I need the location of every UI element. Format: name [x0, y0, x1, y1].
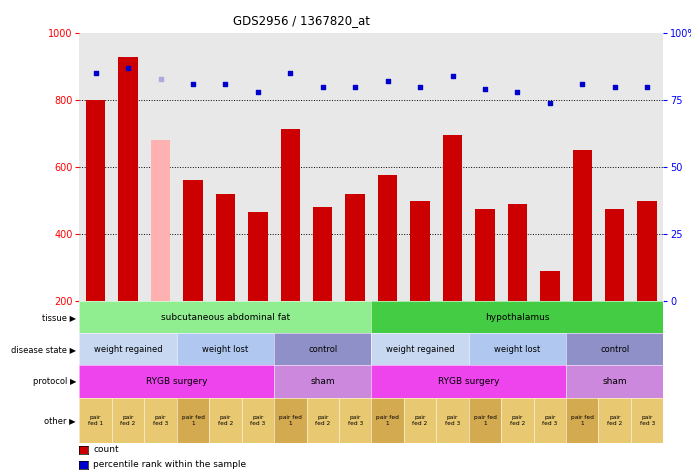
Bar [216, 194, 235, 368]
Text: sham: sham [603, 377, 627, 386]
Point [577, 80, 588, 88]
Text: other ▶: other ▶ [44, 416, 76, 425]
Text: control: control [600, 345, 630, 354]
Text: pair fed
1: pair fed 1 [376, 415, 399, 426]
Text: pair
fed 3: pair fed 3 [639, 415, 655, 426]
Text: weight lost: weight lost [494, 345, 540, 354]
Text: RYGB surgery: RYGB surgery [146, 377, 207, 386]
Text: pair
fed 3: pair fed 3 [250, 415, 265, 426]
Point [609, 83, 621, 91]
Point [447, 72, 458, 80]
Bar [508, 204, 527, 368]
Text: subcutaneous abdominal fat: subcutaneous abdominal fat [161, 313, 290, 321]
Point [415, 83, 426, 91]
Text: pair
fed 3: pair fed 3 [348, 415, 363, 426]
Bar [573, 150, 592, 368]
Text: pair
fed 2: pair fed 2 [218, 415, 233, 426]
Bar [183, 181, 202, 368]
Bar [281, 128, 300, 368]
Text: pair
fed 3: pair fed 3 [542, 415, 558, 426]
Text: pair fed
1: pair fed 1 [571, 415, 594, 426]
Text: tissue ▶: tissue ▶ [42, 313, 76, 321]
Bar [151, 140, 170, 368]
Point [317, 83, 328, 91]
Point [252, 88, 263, 96]
Bar [605, 209, 625, 368]
Point [382, 78, 393, 85]
Text: percentile rank within the sample: percentile rank within the sample [93, 461, 247, 469]
Text: pair
fed 3: pair fed 3 [153, 415, 168, 426]
Text: disease state ▶: disease state ▶ [11, 345, 76, 354]
Point [350, 83, 361, 91]
Text: pair
fed 2: pair fed 2 [510, 415, 525, 426]
Bar [248, 212, 267, 368]
Text: GDS2956 / 1367820_at: GDS2956 / 1367820_at [233, 14, 370, 27]
Bar [540, 271, 560, 368]
Text: weight lost: weight lost [202, 345, 249, 354]
Point [122, 64, 133, 72]
Point [187, 80, 198, 88]
Text: pair fed
1: pair fed 1 [182, 415, 205, 426]
Text: pair
fed 2: pair fed 2 [315, 415, 330, 426]
Text: weight regained: weight regained [386, 345, 455, 354]
Point [480, 86, 491, 93]
Bar [378, 175, 397, 368]
Text: pair fed
1: pair fed 1 [279, 415, 302, 426]
Text: count: count [93, 446, 119, 454]
Bar [443, 135, 462, 368]
Point [512, 88, 523, 96]
Text: pair
fed 1: pair fed 1 [88, 415, 103, 426]
Point [90, 70, 101, 77]
Bar [118, 56, 138, 368]
Text: pair fed
1: pair fed 1 [473, 415, 496, 426]
Bar [346, 194, 365, 368]
Text: RYGB surgery: RYGB surgery [438, 377, 500, 386]
Bar [475, 209, 495, 368]
Point [220, 80, 231, 88]
Text: control: control [308, 345, 337, 354]
Bar [410, 201, 430, 368]
Point [642, 83, 653, 91]
Text: weight regained: weight regained [94, 345, 162, 354]
Text: pair
fed 2: pair fed 2 [607, 415, 623, 426]
Text: sham: sham [310, 377, 335, 386]
Bar [313, 207, 332, 368]
Bar [86, 100, 106, 368]
Text: protocol ▶: protocol ▶ [32, 377, 76, 386]
Point [155, 75, 166, 82]
Point [285, 70, 296, 77]
Text: pair
fed 3: pair fed 3 [445, 415, 460, 426]
Text: pair
fed 2: pair fed 2 [413, 415, 428, 426]
Text: pair
fed 2: pair fed 2 [120, 415, 135, 426]
Text: hypothalamus: hypothalamus [485, 313, 549, 321]
Point [545, 99, 556, 107]
Bar [637, 201, 657, 368]
